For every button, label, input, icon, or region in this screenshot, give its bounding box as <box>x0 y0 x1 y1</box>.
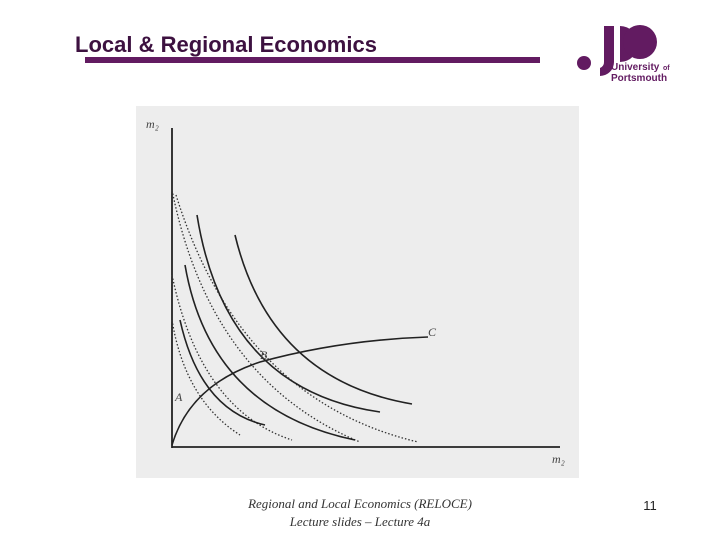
indifference-curve <box>196 214 381 413</box>
footer-text: Regional and Local Economics (RELOCE) <box>247 496 472 511</box>
point-label: C <box>428 325 437 339</box>
indifference-curve <box>184 264 356 441</box>
dotted-curve <box>171 274 293 441</box>
dotted-curve <box>171 189 361 443</box>
point-label: A <box>174 390 183 404</box>
logo-text: Portsmouth <box>611 73 667 84</box>
title-rule <box>85 57 540 63</box>
diagram: m₂ m₂ A B C <box>136 106 579 478</box>
axis-label: m₂ <box>552 452 565 466</box>
point-label: B <box>260 348 268 362</box>
university-logo: University of Portsmouth <box>577 25 670 84</box>
logo-text: of <box>663 65 670 72</box>
footer-text: Lecture slides – Lecture 4a <box>289 514 431 529</box>
indifference-curve <box>234 234 413 405</box>
axis-label: m₂ <box>146 117 159 131</box>
diagram-background <box>136 106 579 478</box>
expansion-path <box>171 336 429 446</box>
logo-text: University <box>611 62 660 73</box>
indifference-curve <box>179 319 266 426</box>
slide-title: Local & Regional Economics <box>75 32 377 57</box>
dotted-curve <box>171 319 241 436</box>
page-number: 11 <box>643 498 657 513</box>
